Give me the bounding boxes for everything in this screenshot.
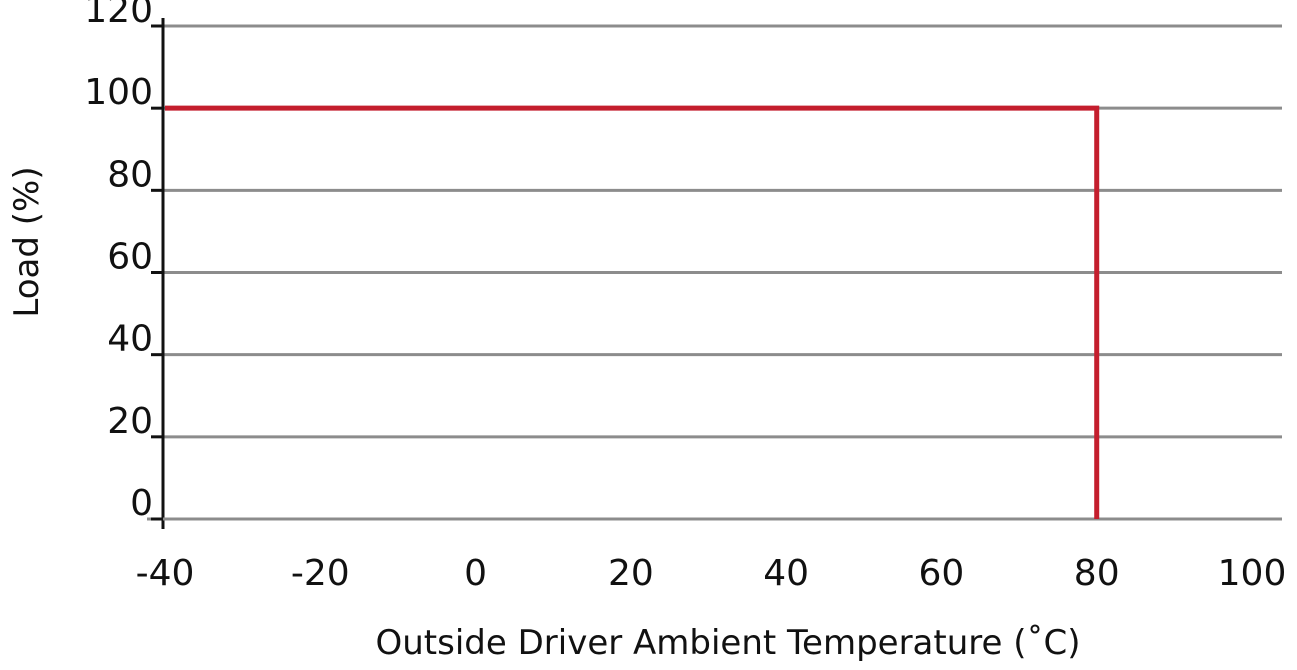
y-tick-marks — [151, 24, 163, 521]
x-tick-label-2: 0 — [464, 553, 487, 594]
x-tick-label-7: 100 — [1218, 553, 1287, 594]
x-tick-label-3: 20 — [608, 553, 654, 594]
y-tick-label-6: 120 — [84, 0, 153, 31]
y-tick-label-0: 0 — [130, 483, 153, 524]
series-layer — [165, 105, 1100, 519]
x-tick-label-5: 60 — [919, 553, 965, 594]
grid-lines — [163, 24, 1282, 439]
y-tick-label-2: 40 — [107, 319, 153, 360]
x-axis-title: Outside Driver Ambient Temperature (˚C) — [375, 623, 1080, 663]
x-tick-label-1: -20 — [291, 553, 350, 594]
series-line-0 — [165, 105, 1100, 519]
y-tick-label-4: 80 — [107, 154, 153, 195]
y-axis-title: Load (%) — [7, 166, 47, 317]
x-tick-label-4: 40 — [763, 553, 809, 594]
x-tick-label-0: -40 — [136, 553, 195, 594]
x-tick-labels: -40 -20 0 20 40 60 80 100 — [136, 553, 1287, 594]
y-tick-label-3: 60 — [107, 237, 153, 278]
y-tick-label-5: 100 — [84, 72, 153, 113]
y-tick-label-1: 20 — [107, 401, 153, 442]
x-tick-label-6: 80 — [1074, 553, 1120, 594]
y-tick-labels: 0 20 40 60 80 100 120 — [84, 0, 153, 524]
